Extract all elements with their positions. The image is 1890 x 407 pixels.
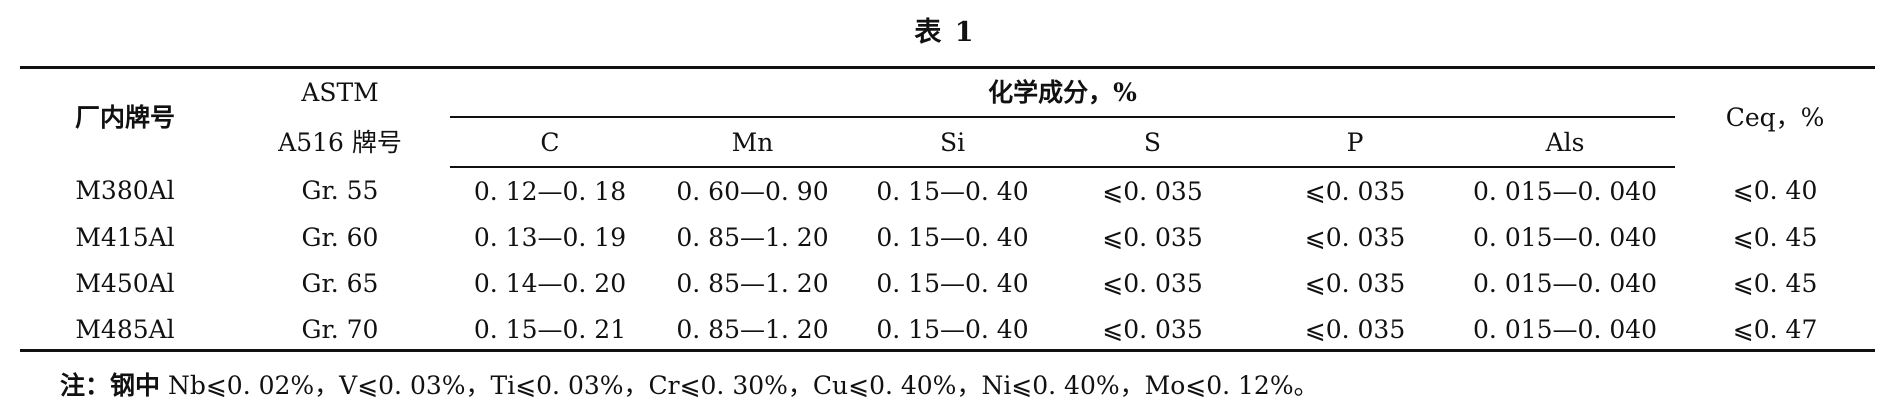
cell-mn: 0. 85—1. 20 [676, 314, 829, 344]
header-astm-line1: ASTM [301, 78, 379, 107]
header-chem-group: 化学成分，% [450, 68, 1676, 118]
table-top-rule [20, 66, 1875, 69]
composition-table: 厂内牌号 ASTM 化学成分，% Ceq，% A516 牌号 C Mn Si S… [20, 68, 1875, 352]
cell-als: 0. 015—0. 040 [1473, 176, 1658, 206]
table-title: 表 1 [914, 17, 976, 48]
cell-ceq: ⩽0. 45 [1732, 222, 1818, 252]
header-grade: 厂内牌号 [74, 103, 175, 132]
cell-ceq: ⩽0. 45 [1732, 268, 1818, 298]
cell-ceq: ⩽0. 47 [1732, 314, 1818, 344]
table-row: M415Al Gr. 60 0. 13—0. 19 0. 85—1. 20 0.… [20, 214, 1875, 260]
table-row: M380Al Gr. 55 0. 12—0. 18 0. 60—0. 90 0.… [20, 167, 1875, 214]
cell-si: 0. 15—0. 40 [876, 222, 1029, 252]
cell-s: ⩽0. 035 [1102, 314, 1203, 344]
table-bottom-rule [20, 349, 1875, 352]
cell-astm: Gr. 65 [301, 268, 379, 298]
cell-mn: 0. 85—1. 20 [676, 268, 829, 298]
cell-si: 0. 15—0. 40 [876, 314, 1029, 344]
table-header: 厂内牌号 ASTM 化学成分，% Ceq，% A516 牌号 C Mn Si S… [20, 68, 1875, 168]
cell-grade: M485Al [75, 314, 175, 344]
table-row: M485Al Gr. 70 0. 15—0. 21 0. 85—1. 20 0.… [20, 306, 1875, 352]
cell-grade: M415Al [75, 222, 175, 252]
cell-p: ⩽0. 035 [1304, 314, 1406, 344]
header-chem-si: Si [855, 117, 1050, 168]
header-chem-als: Als [1455, 117, 1676, 168]
cell-p: ⩽0. 035 [1304, 176, 1406, 206]
cell-c: 0. 14—0. 20 [473, 268, 627, 298]
cell-s: ⩽0. 035 [1102, 222, 1203, 252]
cell-ceq: ⩽0. 40 [1732, 176, 1818, 205]
cell-p: ⩽0. 035 [1304, 268, 1406, 298]
cell-grade: M450Al [75, 268, 175, 298]
table-row: M450Al Gr. 65 0. 14—0. 20 0. 85—1. 20 0.… [20, 260, 1875, 306]
header-chem-p: P [1255, 117, 1455, 168]
cell-astm: Gr. 60 [301, 222, 379, 252]
cell-c: 0. 13—0. 19 [473, 222, 627, 252]
header-chem-mn: Mn [650, 117, 855, 168]
table-body: M380Al Gr. 55 0. 12—0. 18 0. 60—0. 90 0.… [20, 167, 1875, 352]
note-text: Nb⩽0. 02%，V⩽0. 03%，Ti⩽0. 03%，Cr⩽0. 30%，C… [160, 371, 1319, 400]
cell-si: 0. 15—0. 40 [876, 268, 1029, 298]
cell-s: ⩽0. 035 [1102, 176, 1203, 206]
cell-als: 0. 015—0. 040 [1473, 268, 1658, 298]
cell-astm: Gr. 55 [301, 176, 379, 205]
header-astm-line2: A516 牌号 [278, 127, 402, 157]
header-chem-c: C [450, 117, 650, 168]
cell-als: 0. 015—0. 040 [1473, 222, 1658, 252]
cell-si: 0. 15—0. 40 [876, 176, 1029, 206]
note-label: 注：钢中 [60, 371, 161, 400]
header-chem-s: S [1050, 117, 1255, 168]
cell-mn: 0. 60—0. 90 [676, 176, 829, 206]
cell-als: 0. 015—0. 040 [1473, 314, 1658, 344]
table-note: 注：钢中 Nb⩽0. 02%，V⩽0. 03%，Ti⩽0. 03%，Cr⩽0. … [60, 366, 1319, 402]
cell-mn: 0. 85—1. 20 [676, 222, 829, 252]
cell-c: 0. 15—0. 21 [473, 314, 627, 344]
cell-s: ⩽0. 035 [1102, 268, 1203, 298]
cell-p: ⩽0. 035 [1304, 222, 1406, 252]
cell-grade: M380Al [75, 176, 175, 205]
cell-astm: Gr. 70 [301, 314, 379, 344]
cell-c: 0. 12—0. 18 [473, 176, 627, 206]
header-ceq: Ceq，% [1725, 103, 1825, 132]
